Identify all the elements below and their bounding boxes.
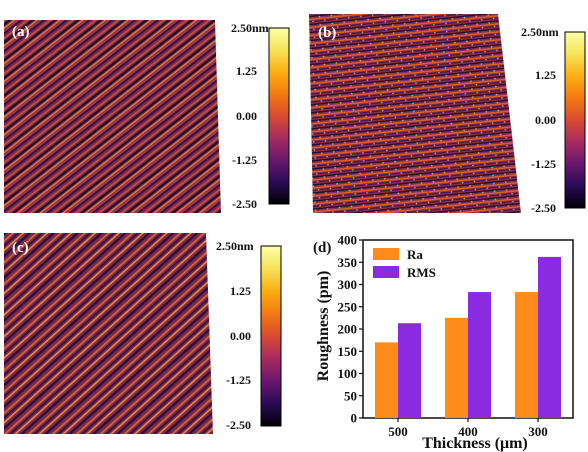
afm-panel-a: (a) 2.50nm 1.25 0.00 -1.25 -2.50	[4, 20, 290, 213]
colorbar-b-top-label: 2.50nm	[521, 25, 559, 39]
y-tick-label: 150	[338, 344, 358, 359]
chart-plot-area: 0 50 100 150 200 250 300 350 400 500 400 300 Ra RMS	[338, 233, 574, 439]
y-tick-label: 250	[338, 299, 358, 314]
bar-ra	[515, 292, 538, 418]
bar-rms	[468, 292, 491, 418]
panel-label-a: (a)	[12, 24, 30, 40]
colorbar-b-tick: 0.00	[535, 113, 556, 127]
colorbar-c-bar	[260, 245, 282, 427]
colorbar-b-tick: -2.50	[531, 201, 556, 215]
afm-image-b	[309, 14, 521, 213]
x-tick-label: 300	[528, 424, 548, 439]
colorbar-a-tick: -1.25	[232, 153, 257, 167]
bar-rms	[398, 323, 421, 418]
y-tick-label: 400	[338, 233, 358, 248]
roughness-chart: (d) 0 50 100 150 200 250 300 350 400 500 400 300 Ra R…	[313, 233, 574, 452]
y-tick-label: 50	[344, 388, 357, 403]
colorbar-b: 2.50nm 1.25 0.00 -1.25 -2.50	[521, 25, 586, 215]
colorbar-c: 2.50nm 1.25 0.00 -1.25 -2.50	[216, 239, 282, 432]
colorbar-a-tick: 0.00	[236, 109, 257, 123]
bar-ra	[375, 342, 398, 418]
colorbar-c-tick: 0.00	[230, 329, 251, 343]
colorbar-c-top-label: 2.50nm	[216, 239, 254, 253]
afm-panel-c: (c) 2.50nm 1.25 0.00 -1.25 -2.50	[4, 233, 282, 434]
x-tick-label: 500	[388, 424, 408, 439]
x-axis-title: Thickness (μm)	[422, 435, 528, 452]
y-tick-label: 350	[338, 255, 358, 270]
panel-label-b: (b)	[318, 25, 336, 41]
x-tick-label: 400	[458, 424, 478, 439]
y-tick-label: 300	[338, 277, 358, 292]
colorbar-c-tick: -2.50	[226, 418, 251, 432]
afm-image-a	[4, 20, 221, 213]
colorbar-a-tick: 1.25	[236, 64, 257, 78]
colorbar-c-tick: 1.25	[230, 284, 251, 298]
legend-label-ra: Ra	[407, 247, 423, 262]
colorbar-b-tick: -1.25	[531, 157, 556, 171]
colorbar-c-tick: -1.25	[226, 373, 251, 387]
panel-label-d: (d)	[313, 240, 331, 256]
y-tick-label: 100	[338, 366, 358, 381]
colorbar-a-tick: -2.50	[232, 197, 257, 211]
bar-ra	[445, 317, 468, 418]
colorbar-a-bar	[268, 27, 290, 205]
bar-rms	[538, 256, 561, 418]
y-tick-label: 0	[351, 411, 358, 426]
y-axis-title: Roughness (pm)	[315, 271, 332, 382]
afm-image-c	[4, 233, 213, 434]
colorbar-a: 2.50nm 1.25 0.00 -1.25 -2.50	[231, 21, 290, 211]
colorbar-a-top-label: 2.50nm	[231, 21, 269, 35]
y-tick-label: 200	[338, 322, 358, 337]
legend-swatch-ra	[373, 248, 399, 260]
colorbar-b-bar	[564, 31, 586, 209]
legend-swatch-rms	[373, 266, 399, 278]
panel-label-c: (c)	[12, 240, 29, 256]
afm-panel-b: (b) 2.50nm 1.25 0.00 -1.25 -2.50	[309, 14, 586, 215]
colorbar-b-tick: 1.25	[535, 68, 556, 82]
legend-label-rms: RMS	[407, 265, 436, 280]
